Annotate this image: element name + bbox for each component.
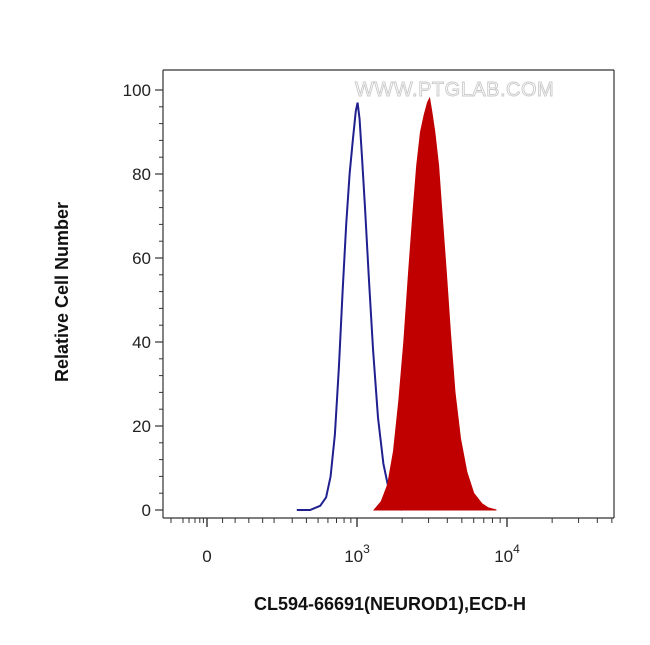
x-axis-title: CL594-66691(NEUROD1),ECD-H — [254, 594, 526, 614]
control-histogram-line — [296, 102, 403, 511]
y-tick-label: 0 — [142, 501, 151, 520]
y-axis: 0 20 40 60 80 100 — [123, 81, 163, 520]
sample-histogram-fill — [373, 96, 497, 511]
x-tick-label: 0 — [202, 547, 211, 566]
plot-frame — [162, 69, 615, 519]
watermark: WWW.PTGLAB.COM — [355, 79, 554, 101]
y-tick-label: 60 — [132, 249, 151, 268]
y-tick-label: 20 — [132, 417, 151, 436]
x-tick-label: 103 — [344, 542, 370, 566]
x-tick-label: 104 — [494, 542, 520, 566]
y-tick-label: 80 — [132, 165, 151, 184]
series-layer — [296, 96, 497, 511]
y-tick-label: 100 — [123, 81, 151, 100]
y-tick-label: 40 — [132, 333, 151, 352]
x-axis: 0 103 104 — [170, 518, 613, 566]
y-axis-title: Relative Cell Number — [52, 202, 72, 382]
